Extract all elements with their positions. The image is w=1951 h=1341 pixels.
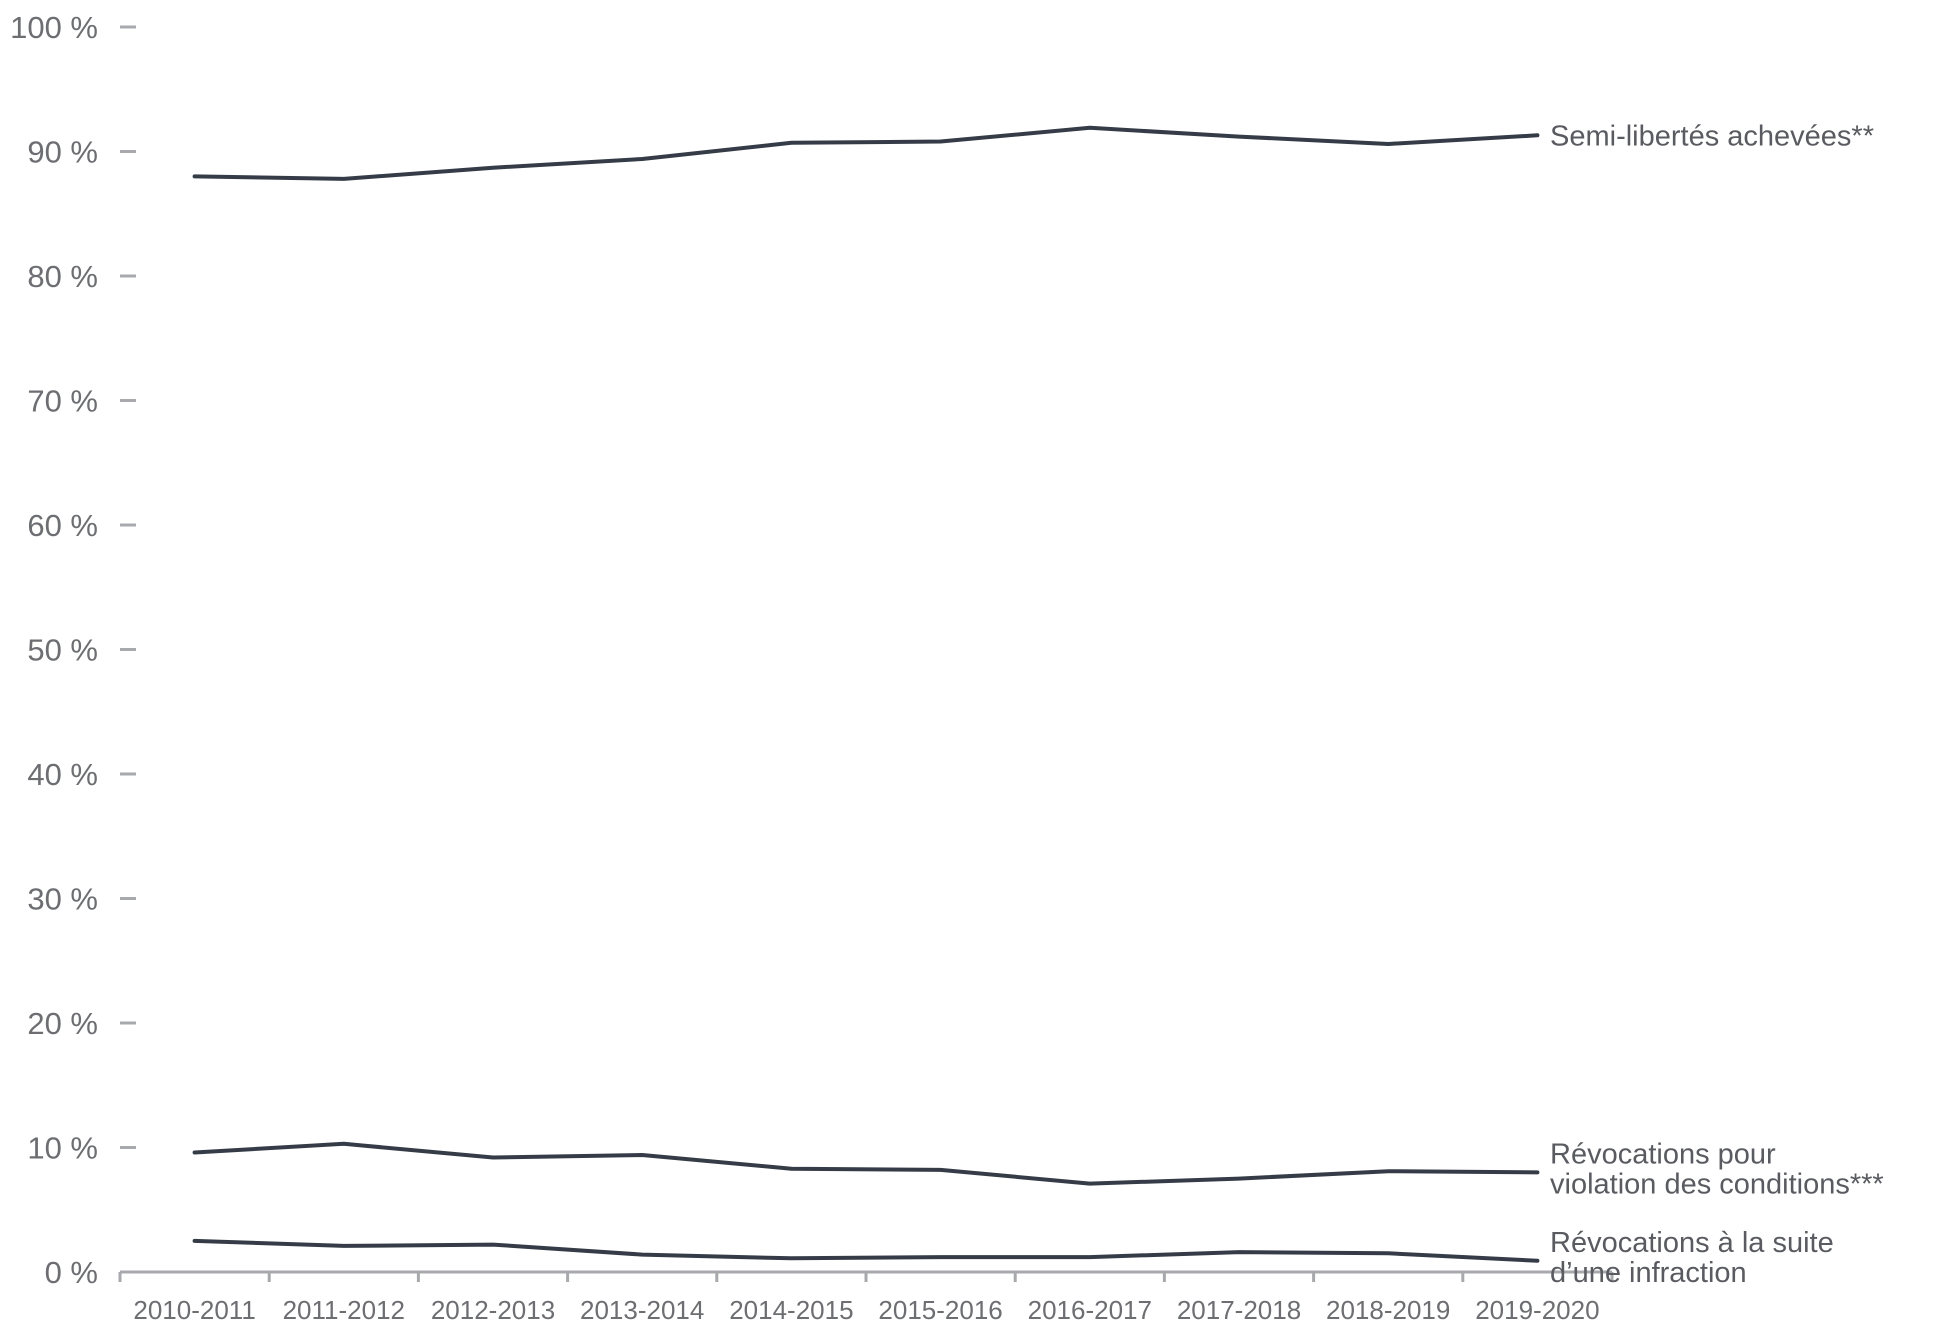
x-axis: 2010-2011 2011-2012 2012-2013 2013-2014 2014… (118, 1270, 1614, 1325)
y-tick-label: 60 % (27, 508, 98, 543)
y-tick-label: 100 % (10, 10, 98, 45)
x-tick-label: 2011-2012 (283, 1295, 405, 1325)
series-label: Révocations pour violation des conditions… (1550, 1138, 1884, 1200)
series-label-line: violation des conditions*** (1550, 1168, 1884, 1200)
series-label-line: Révocations à la suite (1550, 1227, 1834, 1259)
y-tick-label: 80 % (27, 259, 98, 294)
y-tick-label: 0 % (45, 1255, 98, 1290)
y-tick-label: 50 % (27, 633, 98, 668)
series-group (192, 125, 1540, 1263)
series-label-line: d’une infraction (1550, 1257, 1747, 1289)
series-line (192, 1238, 1540, 1263)
series-label-line: Révocations pour (1550, 1138, 1776, 1170)
y-tick-label: 10 % (27, 1131, 98, 1166)
y-tick-label: 40 % (27, 757, 98, 792)
y-tick-label: 20 % (27, 1006, 98, 1041)
x-tick-label: 2015-2016 (878, 1295, 1002, 1325)
x-tick-label: 2014-2015 (729, 1295, 853, 1325)
x-tick-label: 2012-2013 (431, 1295, 555, 1325)
x-tick-label: 2018-2019 (1326, 1295, 1450, 1325)
x-tick-label: 2010-2011 (133, 1295, 255, 1325)
y-tick-label: 30 % (27, 882, 98, 917)
x-tick-label: 2019-2020 (1475, 1295, 1599, 1325)
y-tick-label: 70 % (27, 384, 98, 419)
series-label-line: Semi-libertés achevées** (1550, 120, 1874, 152)
series-labels: Semi-libertés achevées** Révocations pour… (1550, 120, 1884, 1288)
series-label: Révocations à la suite d’une infraction (1550, 1227, 1834, 1289)
x-tick-label: 2013-2014 (580, 1295, 704, 1325)
y-tick-label: 90 % (27, 135, 98, 170)
x-tick-label: 2017-2018 (1177, 1295, 1301, 1325)
y-axis: 0 % 10 % 20 % 30 % 40 % 50 % 60 % 70 % 80 % 90 % 1… (10, 10, 136, 1290)
series-label: Semi-libertés achevées** (1550, 120, 1874, 152)
series-line (192, 1141, 1540, 1186)
series-line (192, 125, 1540, 181)
x-tick-label: 2016-2017 (1028, 1295, 1152, 1325)
